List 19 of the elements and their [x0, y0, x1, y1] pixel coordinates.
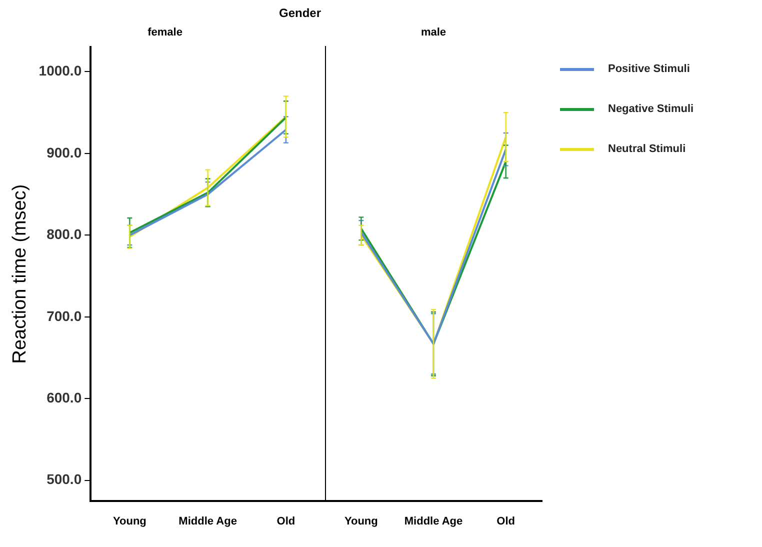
legend-label: Negative Stimuli: [608, 103, 694, 115]
y-tick-label: 800.0: [46, 226, 82, 242]
x-tick-label: Young: [344, 515, 378, 528]
x-tick-label: Young: [112, 515, 146, 528]
chart-subtitle: male: [420, 26, 446, 39]
x-tick-label: Middle Age: [404, 515, 463, 528]
y-axis-title: Reaction time (msec): [10, 184, 31, 364]
y-tick-label: 900.0: [46, 144, 82, 160]
legend-label: Positive Stimuli: [608, 63, 690, 75]
chart-title: Gender: [278, 6, 322, 20]
y-tick-label: 600.0: [46, 389, 82, 406]
x-tick-label: Old: [496, 515, 516, 528]
y-tick-label: 700.0: [46, 308, 82, 324]
x-tick-label: Middle Age: [178, 515, 237, 528]
y-tick-label: 500.0: [46, 471, 82, 488]
x-tick-label: Old: [276, 515, 296, 528]
chart-subtitle: female: [148, 26, 182, 39]
legend-label: Neutral Stimuli: [608, 143, 686, 155]
y-tick-label: 1000.0: [38, 62, 82, 79]
